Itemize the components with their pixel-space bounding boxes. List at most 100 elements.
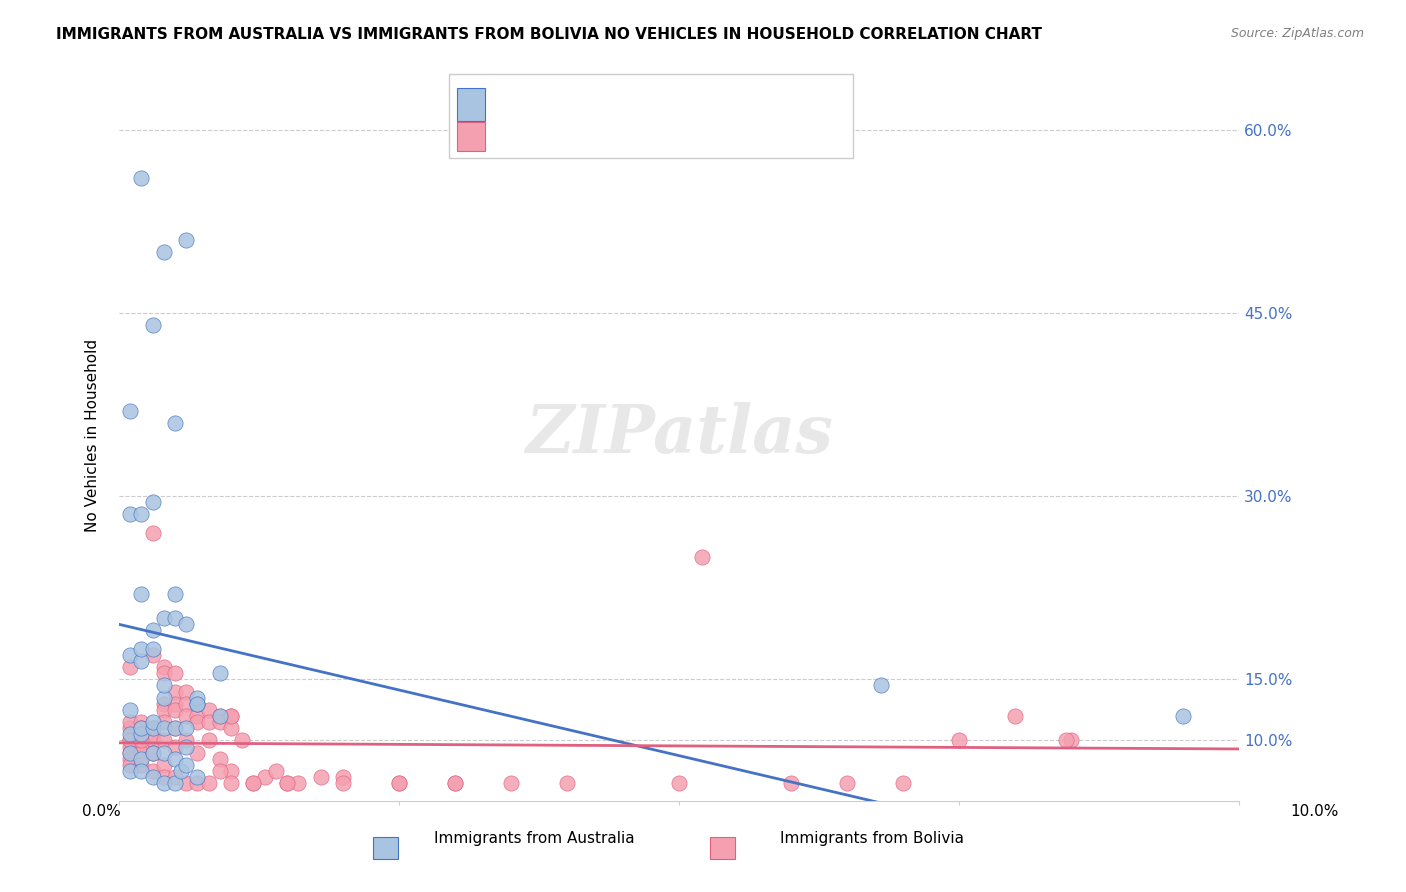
Immigrants from Bolivia [1054, 733, 1077, 747]
Immigrants from Bolivia [309, 770, 332, 784]
Immigrants from Australia [1173, 709, 1195, 723]
Immigrants from Australia [208, 666, 231, 681]
Immigrants from Bolivia [120, 746, 142, 760]
Immigrants from Bolivia [165, 770, 187, 784]
Immigrants from Bolivia [444, 776, 467, 790]
Immigrants from Bolivia [276, 776, 298, 790]
Immigrants from Australia [131, 171, 153, 186]
Immigrants from Bolivia [388, 776, 411, 790]
Immigrants from Bolivia [186, 776, 208, 790]
Text: IMMIGRANTS FROM AUSTRALIA VS IMMIGRANTS FROM BOLIVIA NO VEHICLES IN HOUSEHOLD CO: IMMIGRANTS FROM AUSTRALIA VS IMMIGRANTS … [56, 27, 1042, 42]
Immigrants from Bolivia [219, 764, 242, 778]
Immigrants from Australia [869, 678, 891, 692]
Text: R = -0.050   N = 89: R = -0.050 N = 89 [489, 134, 662, 148]
Immigrants from Australia [120, 648, 142, 662]
Immigrants from Australia [131, 764, 153, 778]
Immigrants from Bolivia [131, 733, 153, 747]
Immigrants from Bolivia [131, 727, 153, 741]
Immigrants from Bolivia [186, 714, 208, 729]
Immigrants from Bolivia [668, 776, 690, 790]
Immigrants from Bolivia [120, 660, 142, 674]
Immigrants from Bolivia [208, 752, 231, 766]
Immigrants from Australia [153, 721, 176, 735]
Immigrants from Bolivia [444, 776, 467, 790]
Immigrants from Australia [153, 611, 176, 625]
Immigrants from Bolivia [242, 776, 264, 790]
Immigrants from Australia [165, 416, 187, 430]
Immigrants from Bolivia [219, 709, 242, 723]
Immigrants from Australia [153, 678, 176, 692]
Immigrants from Bolivia [174, 776, 197, 790]
Immigrants from Australia [120, 764, 142, 778]
Immigrants from Bolivia [120, 721, 142, 735]
Immigrants from Bolivia [165, 721, 187, 735]
Immigrants from Australia [142, 624, 165, 638]
Immigrants from Australia [165, 776, 187, 790]
Text: Immigrants from Bolivia: Immigrants from Bolivia [780, 831, 963, 846]
Immigrants from Bolivia [142, 733, 165, 747]
Immigrants from Bolivia [120, 714, 142, 729]
Immigrants from Bolivia [690, 550, 713, 565]
Immigrants from Bolivia [120, 757, 142, 772]
Immigrants from Australia [120, 727, 142, 741]
Immigrants from Bolivia [242, 776, 264, 790]
Immigrants from Bolivia [891, 776, 914, 790]
Immigrants from Bolivia [165, 666, 187, 681]
Y-axis label: No Vehicles in Household: No Vehicles in Household [86, 338, 100, 532]
Immigrants from Bolivia [388, 776, 411, 790]
Immigrants from Bolivia [219, 721, 242, 735]
Immigrants from Bolivia [142, 648, 165, 662]
Immigrants from Bolivia [197, 733, 219, 747]
Immigrants from Australia [169, 764, 191, 778]
Text: R =  -0.317   N = 51: R = -0.317 N = 51 [489, 104, 671, 120]
Immigrants from Australia [142, 770, 165, 784]
Immigrants from Bolivia [153, 697, 176, 711]
Text: Source: ZipAtlas.com: Source: ZipAtlas.com [1230, 27, 1364, 40]
Immigrants from Bolivia [186, 746, 208, 760]
Immigrants from Australia [165, 721, 187, 735]
Immigrants from Bolivia [287, 776, 309, 790]
Immigrants from Australia [131, 508, 153, 522]
Immigrants from Bolivia [153, 770, 176, 784]
Immigrants from Bolivia [197, 776, 219, 790]
Immigrants from Australia [165, 587, 187, 601]
Immigrants from Bolivia [174, 684, 197, 698]
Immigrants from Australia [131, 587, 153, 601]
Immigrants from Australia [153, 746, 176, 760]
Immigrants from Bolivia [208, 764, 231, 778]
Immigrants from Australia [174, 617, 197, 632]
Immigrants from Bolivia [837, 776, 859, 790]
Immigrants from Australia [120, 403, 142, 417]
Immigrants from Australia [131, 752, 153, 766]
Immigrants from Bolivia [555, 776, 578, 790]
Immigrants from Bolivia [1004, 709, 1026, 723]
Immigrants from Australia [142, 495, 165, 509]
Immigrants from Bolivia [120, 733, 142, 747]
Immigrants from Bolivia [186, 697, 208, 711]
Immigrants from Bolivia [142, 746, 165, 760]
Immigrants from Australia [174, 739, 197, 754]
Immigrants from Bolivia [142, 746, 165, 760]
Immigrants from Bolivia [165, 684, 187, 698]
Immigrants from Bolivia [253, 770, 276, 784]
Immigrants from Australia [174, 757, 197, 772]
Immigrants from Australia [153, 776, 176, 790]
Immigrants from Bolivia [780, 776, 803, 790]
Text: 0.0%: 0.0% [82, 805, 121, 819]
Immigrants from Australia [165, 611, 187, 625]
Immigrants from Bolivia [153, 733, 176, 747]
Immigrants from Bolivia [1060, 733, 1083, 747]
Immigrants from Australia [120, 746, 142, 760]
Immigrants from Bolivia [276, 776, 298, 790]
Immigrants from Bolivia [131, 721, 153, 735]
FancyBboxPatch shape [457, 122, 485, 152]
Immigrants from Australia [186, 697, 208, 711]
Immigrants from Australia [174, 233, 197, 247]
Immigrants from Bolivia [153, 757, 176, 772]
Immigrants from Australia [186, 697, 208, 711]
FancyBboxPatch shape [457, 88, 485, 121]
Immigrants from Bolivia [131, 757, 153, 772]
Immigrants from Bolivia [174, 709, 197, 723]
Immigrants from Bolivia [131, 746, 153, 760]
Immigrants from Bolivia [131, 739, 153, 754]
